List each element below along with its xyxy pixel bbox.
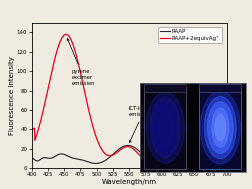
Ellipse shape xyxy=(215,114,226,141)
RAAP xyxy=(182,163,185,166)
RAAP xyxy=(50,157,53,159)
Bar xyxy=(199,84,241,92)
Text: pyrene
excimer
emission: pyrene excimer emission xyxy=(67,39,95,86)
RAAP xyxy=(116,149,119,151)
Ellipse shape xyxy=(200,91,240,164)
Ellipse shape xyxy=(212,108,229,147)
RAAP xyxy=(109,155,112,158)
RAAP+2equivAg⁺ xyxy=(164,167,167,169)
RAAP+2equivAg⁺ xyxy=(225,167,228,169)
RAAP+2equivAg⁺ xyxy=(109,154,112,157)
Text: ICT-Induced
emission: ICT-Induced emission xyxy=(129,106,159,143)
FancyBboxPatch shape xyxy=(144,88,186,169)
RAAP+2equivAg⁺ xyxy=(65,33,68,36)
RAAP+2equivAg⁺ xyxy=(116,151,119,153)
RAAP+2equivAg⁺ xyxy=(186,167,189,169)
FancyBboxPatch shape xyxy=(199,88,241,169)
Ellipse shape xyxy=(155,103,176,152)
RAAP xyxy=(30,157,33,160)
RAAP+2equivAg⁺ xyxy=(182,167,185,169)
Y-axis label: Fluorescence Intensity: Fluorescence Intensity xyxy=(9,56,15,135)
Bar xyxy=(144,84,186,92)
Line: RAAP+2equivAg⁺: RAAP+2equivAg⁺ xyxy=(32,34,227,168)
RAAP+2equivAg⁺ xyxy=(50,72,53,74)
Ellipse shape xyxy=(204,97,236,159)
RAAP xyxy=(126,144,129,146)
RAAP xyxy=(164,162,167,164)
Ellipse shape xyxy=(150,97,180,158)
Legend: RAAP, RAAP+2equivAg⁺: RAAP, RAAP+2equivAg⁺ xyxy=(158,27,222,43)
Ellipse shape xyxy=(146,92,184,163)
RAAP xyxy=(225,166,228,168)
RAAP+2equivAg⁺ xyxy=(30,130,33,132)
Ellipse shape xyxy=(208,102,233,153)
RAAP xyxy=(186,163,189,165)
Line: RAAP: RAAP xyxy=(32,145,227,167)
X-axis label: Wavelength/nm: Wavelength/nm xyxy=(102,179,157,185)
